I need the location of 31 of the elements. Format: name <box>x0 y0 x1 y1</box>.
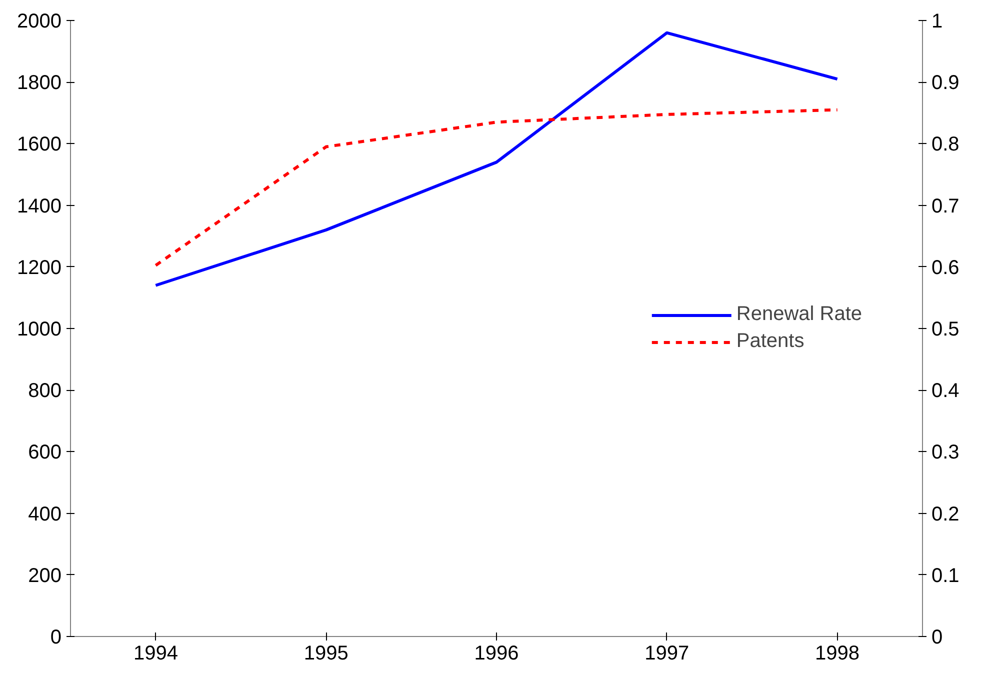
y2-tick-label: 0.4 <box>932 380 960 402</box>
y2-tick-label: 0.6 <box>932 256 960 279</box>
y2-tick-label: 0 <box>932 626 943 648</box>
y-tick-label: 2000 <box>17 10 62 32</box>
y-tick-label: 1400 <box>17 195 62 218</box>
x-tick-label: 1994 <box>133 642 178 664</box>
line-series <box>154 108 839 267</box>
y2-tick-label: 1 <box>932 10 943 32</box>
y2-tick-label: 0.2 <box>932 503 960 526</box>
y-tick-label: 0 <box>50 626 62 648</box>
y-tick-label: 600 <box>28 442 62 464</box>
x-tick-label: 1996 <box>474 642 519 664</box>
y2-tick-label: 0.9 <box>932 72 960 94</box>
y-tick-label: 400 <box>28 503 62 526</box>
y-tick-label: 1600 <box>17 134 62 156</box>
y-tick-label: 1000 <box>17 318 62 340</box>
y2-tick-label: 0.5 <box>932 318 960 340</box>
y2-tick-label: 0.1 <box>932 564 960 587</box>
y-tick-label: 1800 <box>17 72 62 94</box>
line-series <box>154 31 839 287</box>
y2-tick-label: 0.7 <box>932 195 960 218</box>
y2-tick-label: 0.3 <box>932 442 960 464</box>
x-tick-label: 1995 <box>304 642 348 664</box>
x-tick-label: 1998 <box>815 642 860 664</box>
y-tick-label: 800 <box>28 380 62 402</box>
legend-label: Patents <box>736 330 804 353</box>
x-tick-label: 1997 <box>644 642 690 664</box>
legend-label: Renewal Rate <box>736 303 862 326</box>
y-tick-label: 200 <box>28 564 62 587</box>
y-tick-label: 1200 <box>17 256 62 279</box>
y2-tick-label: 0.8 <box>932 134 960 156</box>
